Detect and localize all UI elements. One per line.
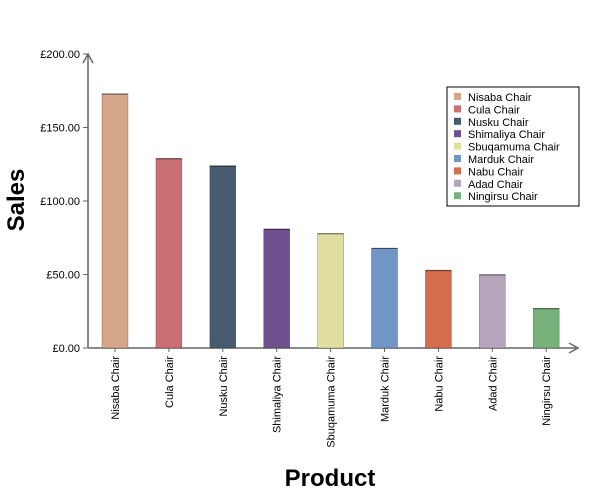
legend-swatch: [454, 142, 461, 150]
x-tick-label: Adad Chair: [487, 356, 499, 411]
bar: [209, 165, 237, 349]
legend-label: Cula Chair: [468, 104, 520, 116]
bars: [101, 93, 560, 349]
x-tick-label: Sbuqamuma Chair: [326, 356, 338, 448]
x-tick-label: Nusku Chair: [218, 356, 230, 417]
bar: [425, 269, 452, 349]
bar: [263, 228, 291, 349]
y-tick-label: £100.00: [40, 196, 80, 208]
y-tick-label: £0.00: [52, 343, 80, 355]
x-tick-label: Shimaliya Chair: [272, 356, 284, 433]
legend-label: Nusku Chair: [468, 117, 529, 129]
bar: [155, 158, 183, 349]
legend-swatch: [454, 130, 461, 138]
bar: [101, 93, 129, 349]
y-tick-label: £150.00: [40, 123, 80, 135]
x-tick-label: Nisaba Chair: [110, 356, 122, 420]
legend-box: [446, 86, 580, 207]
y-tick-label: £50.00: [46, 270, 80, 282]
legend-swatch: [454, 167, 461, 175]
bar: [532, 308, 560, 349]
legend-label: Ningirsu Chair: [468, 191, 538, 203]
legend-swatch: [454, 155, 461, 162]
legend-label: Shimaliya Chair: [468, 129, 545, 141]
y-axis: £0.00 £50.00 £100.00 £150.00 £200.00: [40, 49, 94, 355]
legend-swatch: [454, 179, 461, 187]
legend-label: Adad Chair: [468, 179, 523, 191]
x-tick-label: Marduk Chair: [380, 356, 392, 422]
legend-swatch: [454, 105, 461, 113]
bar: [371, 247, 398, 349]
x-axis-arrow: [568, 342, 580, 354]
x-tick-label: Cula Chair: [164, 356, 176, 408]
x-tick-label: Nabu Chair: [433, 356, 445, 412]
category-labels: Nisaba Chair Cula Chair Nusku Chair Shimali…: [110, 356, 553, 448]
x-tick-label: Ningirsu Chair: [541, 356, 553, 426]
legend-swatch: [454, 192, 461, 200]
x-axis-title: Product: [285, 465, 376, 492]
legend-label: Nisaba Chair: [468, 92, 532, 104]
legend-swatch: [454, 93, 461, 100]
legend-swatch: [454, 117, 461, 125]
bar: [478, 274, 506, 349]
y-axis-title: Sales: [3, 169, 30, 232]
y-tick-label: £200.00: [40, 49, 80, 61]
legend-label: Marduk Chair: [468, 154, 534, 166]
legend-label: Sbuqamuma Chair: [468, 142, 560, 154]
bar: [317, 233, 344, 349]
legend-label: Nabu Chair: [468, 166, 524, 178]
